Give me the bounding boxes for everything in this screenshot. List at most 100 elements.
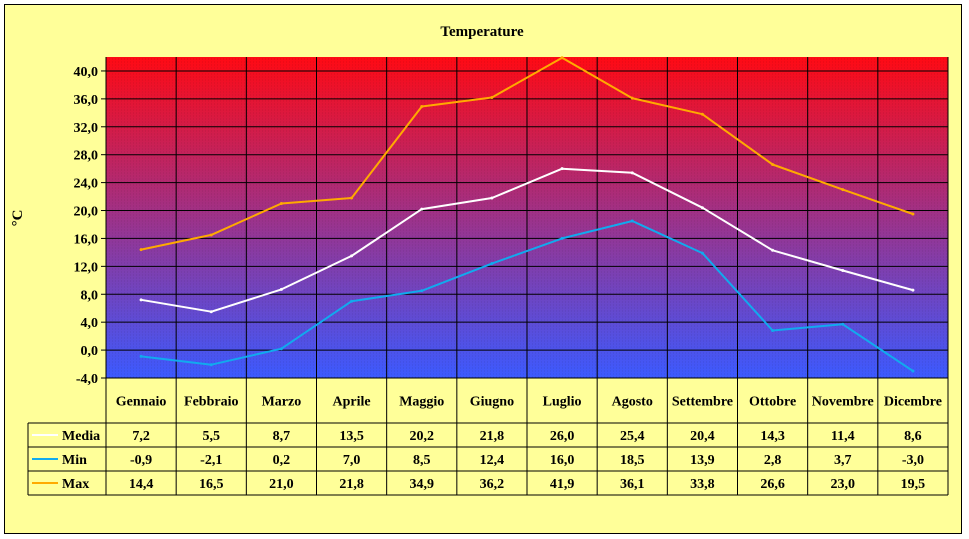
- data-point-min: [490, 262, 494, 266]
- data-point-media: [209, 310, 213, 314]
- data-point-max: [279, 202, 283, 206]
- y-tick-label: 16,0: [74, 232, 99, 247]
- table-cell-value: 20,4: [690, 429, 715, 444]
- table-cell-value: 21,8: [339, 477, 364, 492]
- data-point-media: [420, 207, 424, 211]
- table-cell-value: 5,5: [203, 429, 221, 444]
- chart-title: Temperature: [440, 24, 524, 40]
- series-line-media: [140, 167, 914, 313]
- data-point-media: [139, 298, 143, 302]
- category-label: Gennaio: [116, 395, 167, 410]
- y-tick-label: 28,0: [74, 149, 99, 164]
- y-axis-title: °C: [10, 210, 26, 227]
- table-cell-value: -2,1: [200, 453, 222, 468]
- data-point-min: [139, 354, 143, 358]
- data-table: Gennaio Febbraio Marzo Aprile Maggio Giugno Lu…: [27, 378, 949, 496]
- y-tick-label: 12,0: [74, 260, 99, 275]
- table-cell-value: 16,5: [199, 477, 224, 492]
- data-point-min: [630, 219, 634, 223]
- table-cell-value: 26,6: [760, 477, 785, 492]
- table-cell-value: 26,0: [550, 429, 575, 444]
- y-tick-label: 24,0: [74, 177, 99, 192]
- legend-label-media: Media: [62, 429, 100, 444]
- category-label: Luglio: [543, 395, 582, 410]
- table-cell-value: 2,8: [764, 453, 782, 468]
- table-cell-value: 19,5: [901, 477, 926, 492]
- y-axis: -4,0 0,0 4,0 8,0 12,0 16,0 20,0 24,0 28,0 32,0 36,…: [74, 57, 107, 387]
- y-tick-label: 40,0: [74, 65, 99, 80]
- legend-label-max: Max: [62, 477, 89, 492]
- category-label: Settembre: [672, 395, 733, 410]
- table-cell-value: 20,2: [410, 429, 435, 444]
- legend-label-min: Min: [62, 453, 87, 468]
- data-point-max: [209, 233, 213, 237]
- series-line-min: [140, 220, 914, 372]
- data-point-max: [490, 95, 494, 99]
- y-tick-label: -4,0: [76, 372, 98, 387]
- table-cell-value: 8,5: [413, 453, 431, 468]
- table-cell-value: 0,2: [273, 453, 291, 468]
- data-point-max: [771, 162, 775, 166]
- table-cell-value: 25,4: [620, 429, 645, 444]
- data-point-min: [841, 322, 845, 326]
- table-cell-value: 13,9: [690, 453, 715, 468]
- table-cell-value: 7,0: [343, 453, 361, 468]
- data-point-max: [700, 112, 704, 116]
- category-label: Dicembre: [884, 395, 942, 410]
- data-point-max: [630, 96, 634, 100]
- data-point-media: [490, 196, 494, 200]
- category-label: Giugno: [470, 395, 514, 410]
- table-cell-value: 16,0: [550, 453, 575, 468]
- data-point-min: [771, 329, 775, 333]
- table-cell-value: 33,8: [690, 477, 715, 492]
- y-tick-label: 32,0: [74, 121, 99, 136]
- data-point-min: [279, 347, 283, 351]
- data-point-max: [911, 212, 915, 216]
- y-tick-label: 36,0: [74, 93, 99, 108]
- table-cell-value: 14,4: [129, 477, 154, 492]
- data-point-media: [771, 248, 775, 252]
- y-tick-label: 0,0: [81, 344, 99, 359]
- table-cell-value: 23,0: [831, 477, 856, 492]
- table-cell-value: 13,5: [339, 429, 364, 444]
- series-line-max: [140, 56, 914, 251]
- plot-area: [105, 56, 949, 379]
- data-point-media: [630, 171, 634, 175]
- table-cell-value: 8,6: [904, 429, 922, 444]
- table-cell-value: 3,7: [834, 453, 852, 468]
- data-point-max: [560, 56, 564, 60]
- category-label: Novembre: [812, 395, 874, 410]
- category-label: Marzo: [262, 395, 302, 410]
- data-point-min: [420, 289, 424, 293]
- category-label: Febbraio: [184, 395, 238, 410]
- table-cell-value: 34,9: [410, 477, 435, 492]
- data-point-media: [279, 287, 283, 291]
- data-point-max: [841, 188, 845, 192]
- y-tick-label: 20,0: [74, 205, 99, 220]
- data-point-min: [700, 251, 704, 255]
- category-label: Ottobre: [749, 395, 796, 410]
- data-point-min: [209, 363, 213, 367]
- table-cell-value: 12,4: [480, 453, 505, 468]
- data-point-media: [350, 254, 354, 258]
- category-label: Aprile: [333, 395, 371, 410]
- table-cell-value: 8,7: [273, 429, 291, 444]
- data-point-media: [841, 269, 845, 273]
- table-cell-value: 36,1: [620, 477, 645, 492]
- table-cell-value: 18,5: [620, 453, 645, 468]
- data-point-max: [139, 248, 143, 252]
- data-point-max: [420, 105, 424, 109]
- y-tick-label: 8,0: [81, 288, 99, 303]
- data-point-media: [700, 206, 704, 210]
- data-point-media: [911, 288, 915, 292]
- table-cell-value: -3,0: [902, 453, 924, 468]
- table-cell-value: 14,3: [760, 429, 785, 444]
- y-tick-label: 4,0: [81, 316, 99, 331]
- table-cell-value: 21,8: [480, 429, 505, 444]
- category-label: Agosto: [612, 395, 653, 410]
- data-point-max: [350, 196, 354, 200]
- table-cell-value: 36,2: [480, 477, 505, 492]
- table-cell-value: 41,9: [550, 477, 575, 492]
- table-cell-value: 7,2: [132, 429, 150, 444]
